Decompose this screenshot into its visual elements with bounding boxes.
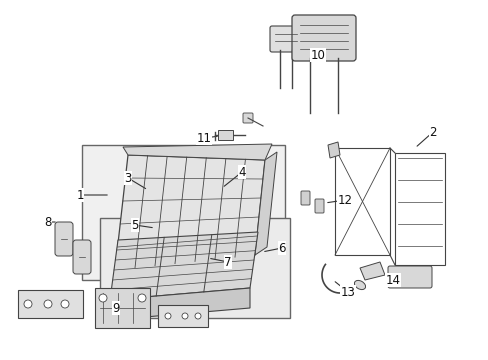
Text: 3: 3 [124,171,131,185]
Circle shape [182,313,187,319]
Polygon shape [359,262,384,280]
Circle shape [195,313,201,319]
FancyBboxPatch shape [387,266,431,288]
Text: 13: 13 [340,285,355,298]
Bar [158,305,207,327]
Bar [82,145,285,280]
FancyBboxPatch shape [314,199,324,213]
Polygon shape [254,152,276,255]
FancyBboxPatch shape [291,15,355,61]
Text: 5: 5 [131,219,139,231]
Circle shape [99,294,107,302]
Circle shape [44,300,52,308]
Polygon shape [115,155,264,270]
Bar [100,218,289,318]
FancyBboxPatch shape [301,191,309,205]
Circle shape [61,300,69,308]
Polygon shape [123,144,271,160]
Bar [95,288,150,328]
Circle shape [164,313,171,319]
Text: 14: 14 [385,274,400,287]
Text: 10: 10 [310,49,325,62]
Text: 8: 8 [44,216,52,229]
Text: 12: 12 [337,194,352,207]
Bar [218,130,232,140]
Circle shape [24,300,32,308]
FancyBboxPatch shape [55,222,73,256]
Text: 4: 4 [238,166,245,179]
Text: 9: 9 [112,302,120,315]
Text: 6: 6 [278,242,285,255]
Ellipse shape [354,280,365,289]
Polygon shape [110,232,258,300]
Text: 7: 7 [224,256,231,269]
FancyBboxPatch shape [269,26,302,52]
Polygon shape [110,288,249,320]
Bar [18,290,83,318]
Circle shape [138,294,146,302]
FancyBboxPatch shape [73,240,91,274]
Text: 11: 11 [196,131,211,144]
Text: 2: 2 [428,126,436,139]
Text: 1: 1 [76,189,83,202]
FancyBboxPatch shape [243,113,252,123]
Polygon shape [327,142,339,158]
